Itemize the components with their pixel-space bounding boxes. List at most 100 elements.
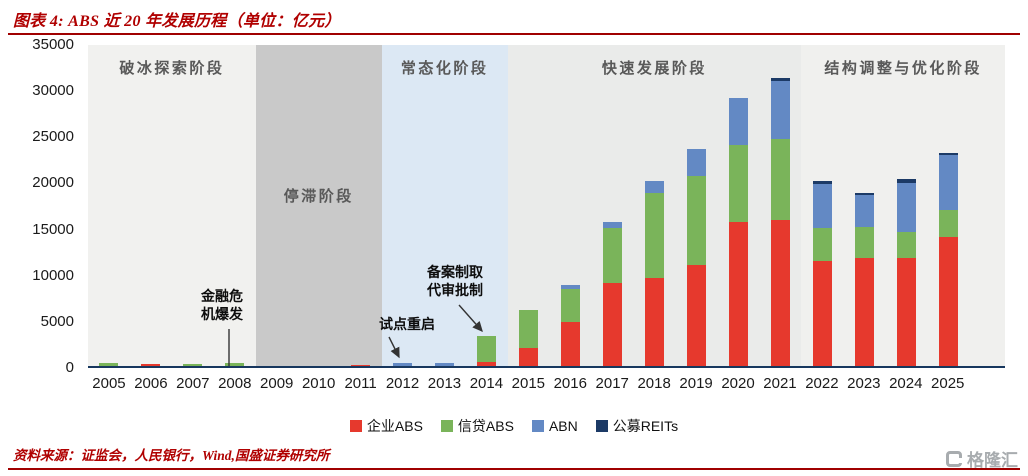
annotation-financial-crisis: 金融危 机爆发	[201, 288, 243, 322]
x-axis-label: 2007	[176, 375, 210, 392]
bar-segment	[728, 145, 748, 222]
chart-title: 图表 4: ABS 近 20 年发展历程（单位：亿元）	[13, 13, 341, 30]
bar-group-2012	[393, 363, 413, 366]
stage-label: 破冰探索阶段	[119, 60, 225, 77]
bar-segment	[854, 258, 874, 366]
bar-group-2025	[938, 153, 958, 366]
x-axis-label: 2014	[469, 375, 504, 392]
bar-segment	[896, 232, 916, 258]
stage-region-2: 停滞阶段	[255, 45, 382, 366]
legend-item: 公募REITs	[595, 416, 678, 436]
bar-segment	[602, 227, 622, 283]
legend-item: ABN	[531, 418, 578, 434]
x-axis-label: 2013	[427, 375, 462, 392]
bar-segment	[938, 153, 958, 155]
bar-group-2016	[560, 284, 580, 366]
bar-segment	[770, 220, 790, 366]
y-axis-label: 10000	[32, 266, 74, 284]
y-axis-label: 30000	[32, 82, 74, 100]
bar-segment	[560, 321, 580, 366]
bar-group-2013	[435, 363, 455, 366]
bar-segment	[351, 365, 371, 366]
bar-group-2021	[770, 77, 790, 366]
bar-segment	[519, 309, 538, 348]
stage-label: 快速发展阶段	[601, 60, 707, 77]
stage-region-3: 常态化阶段	[381, 45, 508, 366]
x-axis-label: 2022	[805, 375, 839, 392]
x-axis-label: 2024	[889, 375, 923, 392]
bar-segment	[393, 363, 413, 366]
bar-segment	[812, 260, 832, 366]
x-axis-label: 2018	[637, 375, 671, 392]
bar-group-2005	[99, 363, 119, 366]
legend-label: 企业ABS	[366, 418, 423, 434]
bar-segment	[770, 77, 790, 81]
y-axis: 0 5000 10000 15000 20000 25000 30000 35000	[0, 36, 82, 376]
bar-group-2007	[183, 364, 203, 366]
bar-segment	[812, 184, 832, 228]
bar-segment	[560, 284, 580, 290]
pilot-restart-arrow	[388, 336, 400, 359]
annotation-connectors	[228, 304, 483, 366]
bar-segment	[644, 192, 664, 279]
x-axis-label: 2008	[218, 375, 252, 392]
bar-group-2019	[686, 149, 706, 366]
bar-segment	[728, 98, 748, 146]
y-axis-label: 0	[65, 359, 74, 376]
bar-segment	[435, 363, 455, 366]
bar-segment	[938, 210, 958, 237]
legend-swatch	[531, 420, 544, 432]
bar-group-2017	[602, 222, 622, 366]
x-axis-label: 2021	[763, 375, 797, 392]
bar-segment	[602, 222, 622, 228]
x-axis-label: 2015	[511, 375, 546, 392]
x-axis-label: 2017	[595, 375, 629, 392]
bar-segment	[896, 178, 916, 184]
x-axis-label: 2010	[301, 375, 336, 392]
bar-segment	[770, 80, 790, 140]
plot-area: 破冰探索阶段 停滞阶段 常态化阶段 快速发展阶段 结构调整与优化阶段金融危 机爆发试点重…	[88, 45, 1005, 368]
y-axis-label: 5000	[40, 312, 74, 330]
x-axis-label: 2016	[553, 375, 587, 392]
x-axis-label: 2011	[344, 375, 377, 392]
stage-label: 结构调整与优化阶段	[824, 60, 982, 77]
bar-segment	[99, 363, 119, 366]
bottom-divider	[8, 468, 1020, 470]
bar-segment	[477, 335, 497, 363]
bar-segment	[602, 282, 622, 366]
filing-system-arrow	[458, 304, 483, 333]
bar-segment	[854, 193, 874, 196]
watermark: 格隆汇	[946, 446, 1018, 471]
x-axis: 2005 2006 2007 2008 2009 2010 2011 2012 2013 2014…	[88, 375, 1005, 392]
bar-group-2022	[812, 181, 832, 366]
watermark-text: 格隆汇	[967, 451, 1018, 470]
x-axis-label: 2020	[721, 375, 755, 392]
annotation-pilot-restart: 试点重启	[379, 316, 435, 332]
annotation-filing-system: 备案制取 代审批制	[427, 264, 483, 298]
bar-segment	[896, 183, 916, 233]
bar-segment	[183, 364, 203, 366]
legend-swatch	[440, 420, 453, 432]
legend-item: 企业ABS	[349, 416, 423, 436]
bar-segment	[812, 181, 832, 185]
bar-segment	[141, 364, 161, 366]
x-axis-label: 2023	[847, 375, 881, 392]
bar-segment	[644, 181, 664, 193]
bar-group-2008	[225, 363, 245, 366]
bar-segment	[519, 347, 538, 366]
bar-segment	[477, 362, 497, 366]
y-axis-label: 25000	[32, 128, 74, 146]
title-divider	[8, 33, 1020, 35]
bar-group-2006	[141, 364, 161, 366]
bar-segment	[225, 363, 245, 366]
gelonghui-logo-icon	[946, 450, 963, 467]
bar-segment	[686, 264, 706, 366]
bar-group-2015	[519, 309, 538, 366]
y-axis-label: 35000	[32, 36, 74, 53]
legend-swatch	[349, 420, 362, 432]
legend-label: ABN	[548, 418, 578, 434]
y-axis-label: 15000	[32, 220, 74, 238]
y-axis-label: 20000	[32, 174, 74, 192]
bar-group-2011	[351, 365, 371, 366]
